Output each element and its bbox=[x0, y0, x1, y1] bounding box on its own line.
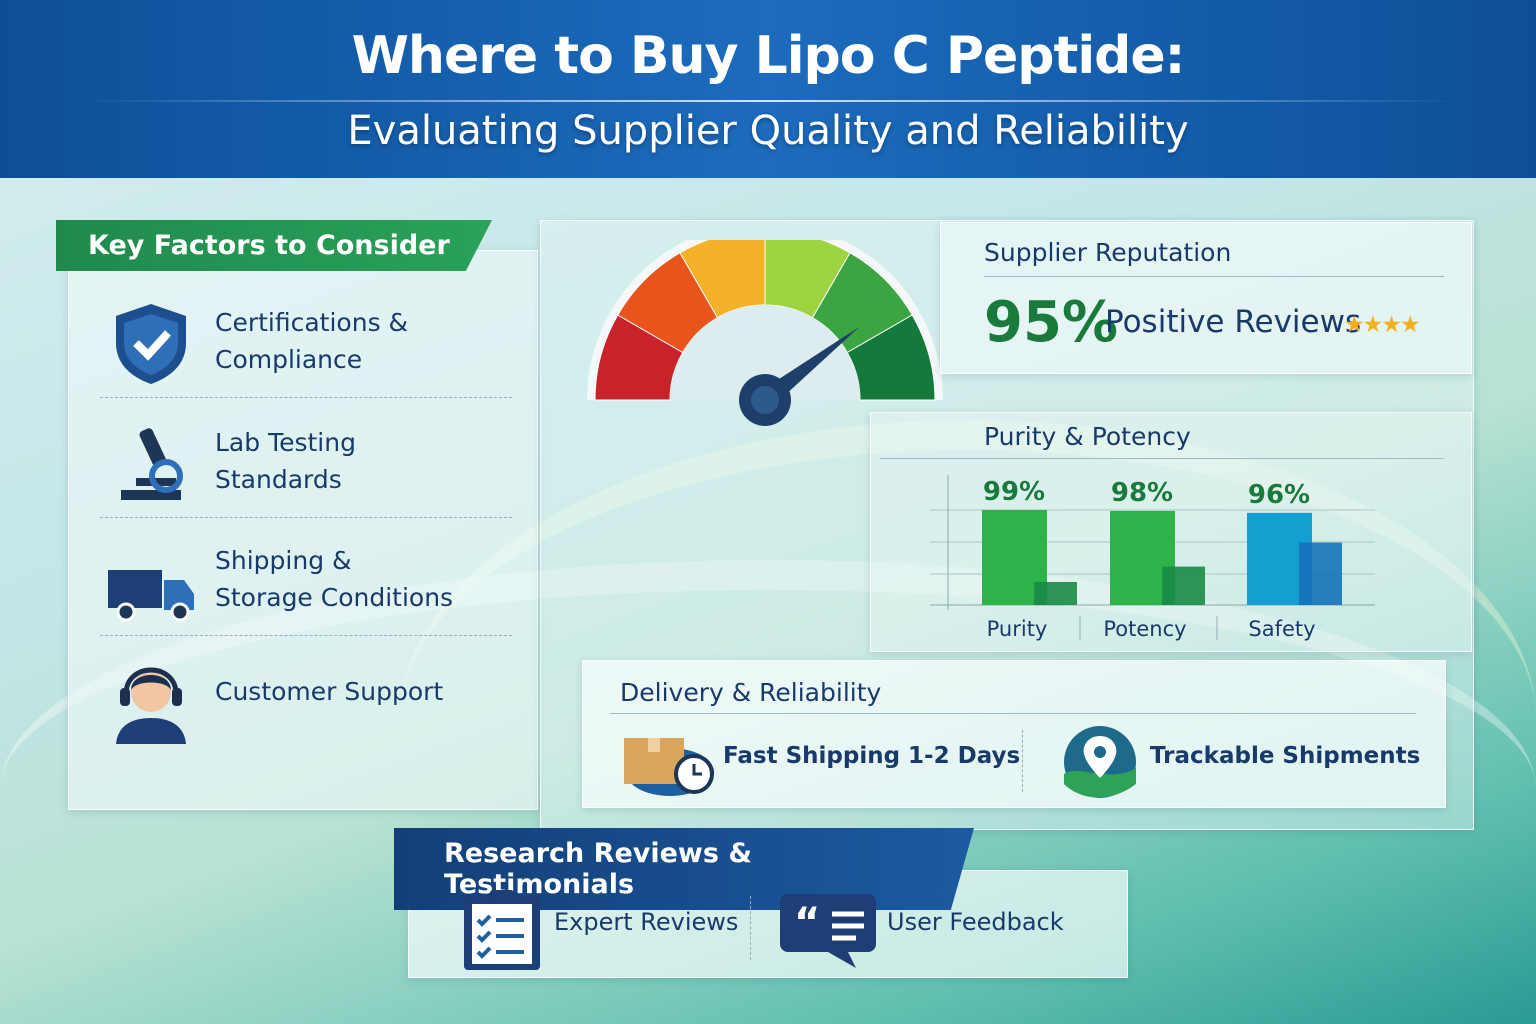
quote-bubble-icon: “ bbox=[780, 894, 876, 968]
bar-secondary-safety bbox=[1299, 542, 1342, 605]
clipboard-checklist-icon bbox=[464, 890, 540, 970]
delivery-card bbox=[582, 660, 1446, 808]
star-rating: ★★★★ bbox=[1344, 312, 1420, 338]
box-clock-icon bbox=[624, 738, 714, 796]
page-title: Where to Buy Lipo C Peptide: bbox=[351, 26, 1186, 86]
divider bbox=[610, 713, 1416, 714]
factor-label: Customer Support bbox=[215, 677, 444, 706]
factor-label: Standards bbox=[215, 465, 342, 494]
data-label: 96% bbox=[1248, 480, 1310, 510]
divider bbox=[880, 458, 1444, 459]
truck-icon bbox=[108, 570, 194, 622]
svg-text:“: “ bbox=[794, 900, 820, 946]
divider bbox=[984, 276, 1444, 277]
gauge-face bbox=[670, 305, 860, 400]
reviews-item-label: Expert Reviews bbox=[554, 908, 739, 936]
factor-label: Lab Testing bbox=[215, 428, 356, 457]
divider bbox=[750, 896, 751, 960]
factor-label: Compliance bbox=[215, 345, 363, 374]
category-label: Purity bbox=[987, 617, 1048, 641]
bar-secondary-purity bbox=[1034, 581, 1077, 605]
data-label: 98% bbox=[1111, 478, 1173, 508]
data-label: 99% bbox=[983, 477, 1045, 507]
microscope-icon bbox=[121, 428, 183, 500]
reputation-gauge bbox=[587, 240, 943, 426]
bar-secondary-potency bbox=[1162, 566, 1205, 605]
delivery-item-label: Fast Shipping 1-2 Days bbox=[723, 743, 1021, 769]
category-label: Safety bbox=[1248, 617, 1315, 641]
reputation-title: Supplier Reputation bbox=[984, 238, 1232, 267]
gauge-hub-inner bbox=[751, 386, 779, 414]
reputation-percent: 95% bbox=[984, 290, 1119, 355]
reputation-label: Positive Reviews bbox=[1105, 304, 1362, 340]
factor-certifications: Certifications & Compliance bbox=[100, 280, 512, 398]
page-subtitle: Evaluating Supplier Quality and Reliabil… bbox=[347, 108, 1189, 154]
divider bbox=[80, 100, 1460, 102]
header-banner: Where to Buy Lipo C Peptide: Evaluating … bbox=[0, 0, 1536, 178]
key-factors-heading: Key Factors to Consider bbox=[56, 220, 492, 271]
delivery-item-label: Trackable Shipments bbox=[1150, 743, 1421, 769]
purity-title: Purity & Potency bbox=[984, 422, 1191, 451]
factor-shipping: Shipping & Storage Conditions bbox=[100, 518, 512, 636]
shield-check-icon bbox=[116, 304, 186, 384]
reviews-item-label: User Feedback bbox=[887, 908, 1064, 936]
reputation-card bbox=[940, 222, 1472, 374]
purity-bar-chart: 99% Purity 98% Potency 96% Safety bbox=[930, 475, 1375, 641]
factor-label: Storage Conditions bbox=[215, 583, 454, 612]
category-label: Potency bbox=[1103, 617, 1186, 641]
factor-label: Certifications & bbox=[215, 308, 409, 337]
divider bbox=[1022, 730, 1023, 792]
factor-label: Shipping & bbox=[215, 546, 352, 575]
map-pin-icon bbox=[1064, 726, 1136, 798]
factor-lab-testing: Lab Testing Standards bbox=[100, 400, 512, 518]
headset-agent-icon bbox=[116, 667, 186, 744]
delivery-title: Delivery & Reliability bbox=[620, 678, 882, 707]
factor-customer-support: Customer Support bbox=[100, 636, 512, 754]
